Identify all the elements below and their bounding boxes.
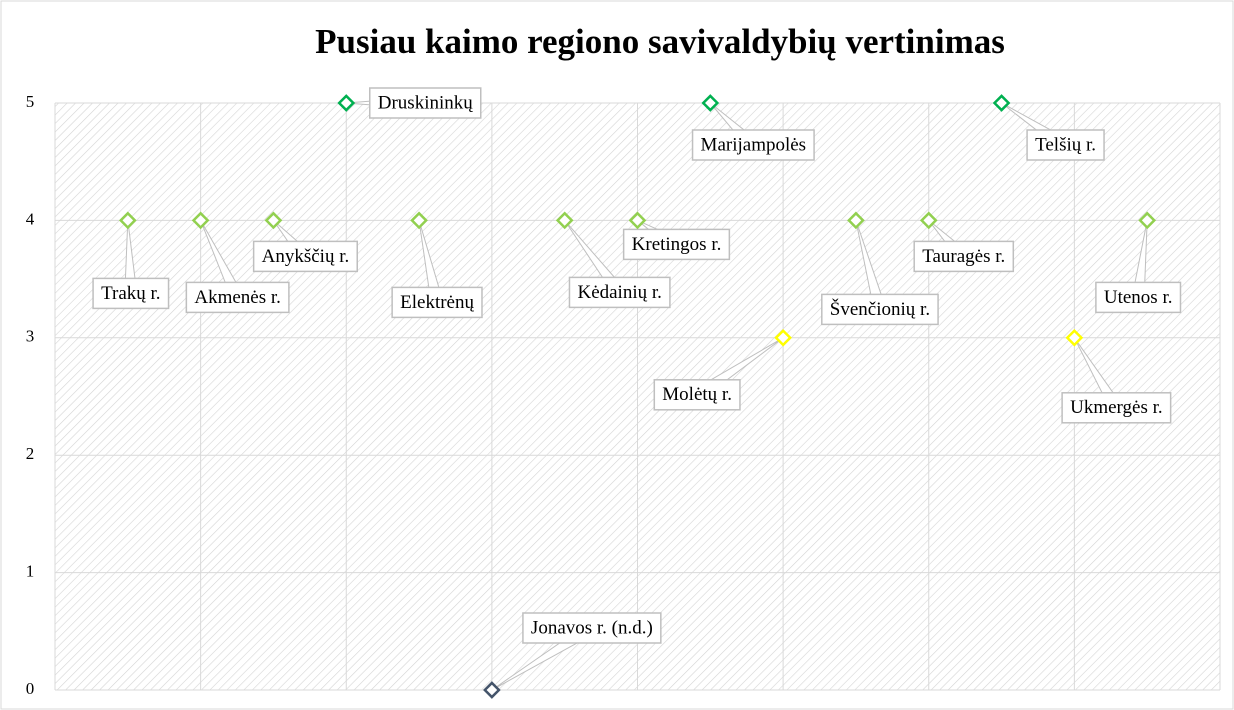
data-label-text: Jonavos r. (n.d.) (531, 617, 653, 638)
data-label: Elektrėnų (391, 220, 483, 319)
data-label: Kėdainių r. (564, 220, 671, 309)
callout-box (821, 293, 939, 326)
data-label-text: Telšių r. (1035, 134, 1096, 155)
callout-box (185, 281, 290, 314)
callout-box (568, 276, 671, 309)
data-label: Telšių r. (1001, 102, 1105, 161)
marker (118, 211, 137, 230)
data-label: Tauragės r. (913, 220, 1015, 273)
callout-box (691, 129, 815, 161)
callout-box (1061, 392, 1172, 424)
data-label-text: Ukmergės r. (1070, 397, 1163, 418)
y-tick-label: 2 (26, 444, 35, 463)
data-label-text: Utenos r. (1104, 287, 1173, 308)
marker (992, 94, 1011, 112)
data-label: Ukmergės r. (1061, 337, 1172, 424)
data-label: Akmenės r. (185, 220, 290, 314)
y-tick-label: 3 (26, 327, 35, 346)
data-label-text: Švenčionių r. (830, 298, 930, 320)
marker (555, 211, 574, 230)
callout-box (622, 228, 731, 261)
data-label-text: Kretingos r. (632, 234, 722, 255)
y-tick-label: 0 (26, 679, 35, 698)
data-label: Jonavos r. (n.d.) (491, 612, 662, 691)
callout-box (1095, 281, 1182, 314)
data-label: Trakų r. (92, 220, 170, 310)
y-tick-label: 4 (26, 209, 35, 228)
data-label-text: Kėdainių r. (577, 282, 661, 303)
marker (919, 211, 938, 230)
marker (1065, 328, 1084, 347)
data-label: Kretingos r. (622, 219, 731, 261)
callout-box (653, 379, 741, 411)
callout-box (369, 87, 482, 119)
marker (483, 681, 501, 699)
y-tick-label: 1 (26, 562, 35, 581)
callout-box (1026, 129, 1105, 161)
data-label-text: Marijampolės (701, 134, 807, 155)
data-label-text: Molėtų r. (662, 384, 732, 405)
data-label: Anykščių r. (252, 220, 358, 273)
callout-box (913, 240, 1015, 273)
callout-box (92, 277, 170, 310)
data-label-text: Tauragės r. (922, 246, 1005, 267)
data-label-text: Anykščių r. (262, 246, 350, 267)
marker (337, 94, 356, 112)
chart-title: Pusiau kaimo regiono savivaldybių vertin… (315, 22, 1005, 61)
data-label: Švenčionių r. (821, 220, 939, 326)
data-label: Marijampolės (691, 102, 815, 161)
labels: Trakų r. Akmenės r. Anykščių r. Druskininkų… (92, 87, 1182, 691)
data-label-text: Elektrėnų (400, 292, 474, 313)
callout-box (252, 240, 358, 273)
marker (1138, 211, 1157, 230)
marker (774, 328, 792, 347)
marker (847, 211, 865, 230)
marker (191, 211, 210, 230)
data-label-text: Trakų r. (101, 283, 160, 304)
marker (410, 211, 428, 230)
marker (701, 94, 720, 112)
marker (628, 211, 647, 230)
data-label: Utenos r. (1095, 220, 1182, 314)
callout-box (391, 286, 483, 319)
data-label-text: Druskininkų (378, 92, 474, 113)
data-label-text: Akmenės r. (194, 287, 281, 308)
y-tick-label: 5 (26, 92, 35, 111)
data-label: Molėtų r. (653, 337, 784, 411)
marker (264, 211, 283, 230)
callout-box (522, 612, 662, 644)
data-label: Druskininkų (346, 87, 482, 119)
